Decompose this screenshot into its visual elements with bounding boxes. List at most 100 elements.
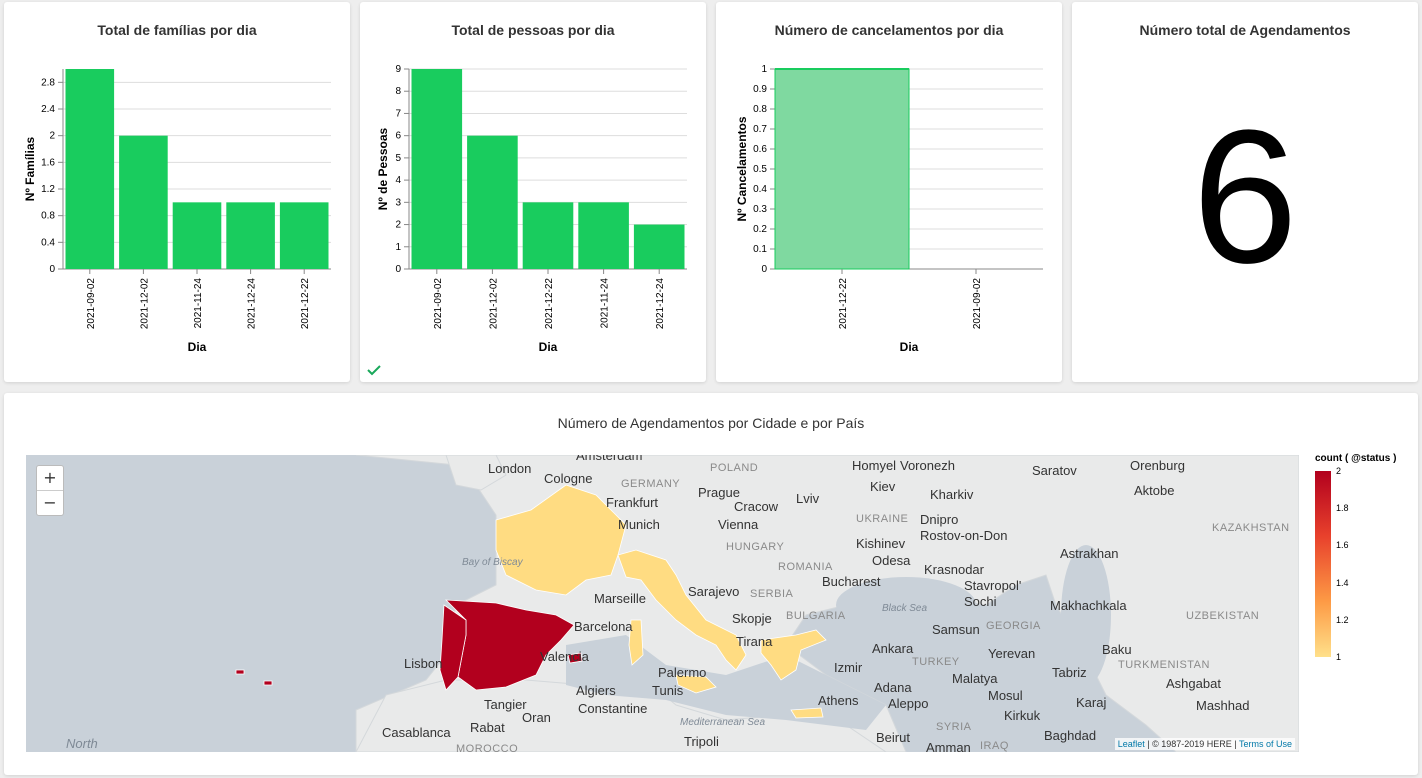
panel-total-agendamentos: Número total de Agendamentos 6 (1072, 2, 1418, 382)
map-place-label: Tunis (652, 683, 684, 698)
y-tick-label: 4 (395, 175, 401, 186)
x-tick-label: 2021-09-02 (972, 278, 983, 330)
bar[interactable] (467, 135, 518, 269)
y-tick-label: 1 (761, 64, 767, 75)
leaflet-link[interactable]: Leaflet (1117, 739, 1145, 749)
map-place-label: Tangier (484, 697, 527, 712)
legend-tick-label: 1.2 (1336, 614, 1349, 625)
y-tick-label: 9 (395, 64, 401, 75)
bar[interactable] (172, 202, 222, 269)
map-place-label: Kirkuk (1004, 708, 1041, 723)
y-tick-label: 0.5 (753, 164, 767, 175)
y-tick-label: 2.4 (41, 104, 55, 115)
map-place-label: Constantine (578, 701, 647, 716)
y-axis-title: Nº de Pessoas (376, 127, 390, 210)
country-portugal-azores[interactable] (235, 669, 273, 686)
country-greece[interactable] (760, 629, 827, 681)
map-place-label: UKRAINE (856, 513, 908, 525)
bar[interactable] (226, 202, 275, 269)
map-place-label: North (66, 736, 98, 751)
y-tick-label: 7 (395, 108, 401, 119)
y-tick-label: 0.8 (753, 104, 767, 115)
map-place-label: Aktobe (1134, 483, 1174, 498)
country-italy-sicily[interactable] (675, 674, 717, 694)
y-tick-label: 0 (395, 264, 401, 275)
caspian-sea (1061, 545, 1111, 685)
y-axis-title: Nº Famílias (23, 136, 37, 201)
bar[interactable] (522, 202, 574, 269)
map-place-label: Bucharest (822, 574, 881, 589)
country-greece-crete[interactable] (790, 707, 824, 719)
map-place-label: Stavropol' (964, 578, 1021, 593)
map-place-label: Bay of Biscay (462, 557, 524, 568)
map-place-label: Ankara (872, 641, 914, 656)
bar[interactable] (774, 68, 910, 270)
map-place-label: Marseille (594, 591, 646, 606)
bar[interactable] (578, 202, 629, 269)
map-place-label: SYRIA (936, 721, 972, 733)
choropleth-map[interactable]: London Cologne Amsterdam POLAND GERMANY Frank… (26, 455, 1299, 752)
map-place-label: MOROCCO (456, 743, 518, 752)
country-france[interactable] (495, 484, 627, 596)
pessoas-bar-chart: 0 1 2 3 4 5 6 7 8 9 2021-09-02 2021-12-02 2021-12-22… (376, 64, 687, 354)
map-place-label: Kiev (870, 479, 896, 494)
map-place-label: Homyel (852, 458, 896, 473)
map-place-label: UZBEKISTAN (1186, 610, 1259, 622)
y-tick-label: 0.1 (753, 244, 767, 255)
map-place-label: Barcelona (574, 619, 633, 634)
zoom-out-button[interactable]: − (43, 493, 57, 512)
map-place-label: TURKMENISTAN (1118, 659, 1210, 671)
map-place-label: Tripoli (684, 734, 719, 749)
legend-title: count ( @status ) (1315, 453, 1397, 464)
legend-tick-label: 2 (1336, 466, 1342, 476)
y-tick-label: 2.8 (41, 77, 55, 88)
map-place-label: Beirut (876, 730, 910, 745)
bar[interactable] (279, 202, 329, 269)
map-place-label: SERBIA (750, 588, 794, 600)
legend-tick-label: 1.6 (1336, 540, 1349, 551)
map-attribution: Leaflet | © 1987-2019 HERE | Terms of Us… (1114, 738, 1295, 750)
map-place-label: IRAQ (980, 740, 1009, 752)
map-place-label: Baku (1102, 642, 1132, 657)
y-tick-label: 6 (395, 131, 401, 142)
country-italy-sardinia[interactable] (628, 619, 644, 666)
zoom-in-button[interactable]: + (37, 466, 63, 491)
map-place-label: Baghdad (1044, 728, 1096, 743)
bar[interactable] (633, 224, 685, 269)
map-place-label: London (488, 461, 531, 476)
map-place-label: Kharkiv (930, 487, 974, 502)
bar[interactable] (119, 135, 168, 269)
map-place-label: Lviv (796, 491, 820, 506)
map-place-label: HUNGARY (726, 541, 784, 553)
map-place-label: Aleppo (888, 696, 928, 711)
bar[interactable] (411, 69, 463, 269)
x-tick-label: 2021-12-24 (655, 278, 666, 330)
map-canvas[interactable]: London Cologne Amsterdam POLAND GERMANY Frank… (26, 455, 1299, 752)
country-italy[interactable] (617, 549, 747, 671)
bar[interactable] (65, 69, 115, 269)
map-place-label: Tirana (736, 634, 773, 649)
y-tick-label: 0.6 (753, 144, 767, 155)
map-place-label: Malatya (952, 671, 998, 686)
legend-tick-label: 1 (1336, 652, 1342, 662)
terms-of-use-link[interactable]: Terms of Use (1238, 739, 1292, 749)
cancelamentos-bar-chart: 0 0.1 0.2 0.3 0.4 0.5 0.6 0.7 0.8 0.9 1 2021-12-22 2… (735, 64, 1043, 354)
y-tick-label: 0.9 (753, 84, 767, 95)
x-tick-label: 2021-12-02 (488, 278, 499, 330)
y-tick-label: 0.7 (753, 124, 767, 135)
panel-familias-chart: Total de famílias por dia 0 0.4 0.8 1.2 1.6 2… (4, 2, 350, 382)
panel-title: Número total de Agendamentos (1139, 22, 1351, 38)
map-place-label: Casablanca (382, 725, 451, 740)
map-place-label: Black Sea (882, 603, 927, 614)
map-place-label: Cracow (734, 499, 779, 514)
map-place-label: Athens (818, 693, 859, 708)
panel-map: Número de Agendamentos por Cidade e por … (4, 393, 1418, 775)
map-place-label: Ashgabat (1166, 676, 1221, 691)
map-legend: count ( @status ) 2 1.8 1.6 1.4 1.2 1 (1315, 453, 1415, 663)
map-place-label: GEORGIA (986, 620, 1041, 632)
country-portugal[interactable] (439, 604, 467, 691)
y-tick-label: 8 (395, 86, 401, 97)
legend-tick-label: 1.4 (1336, 577, 1349, 588)
country-spain-baleares[interactable] (567, 652, 583, 664)
map-place-label: GERMANY (621, 478, 680, 490)
